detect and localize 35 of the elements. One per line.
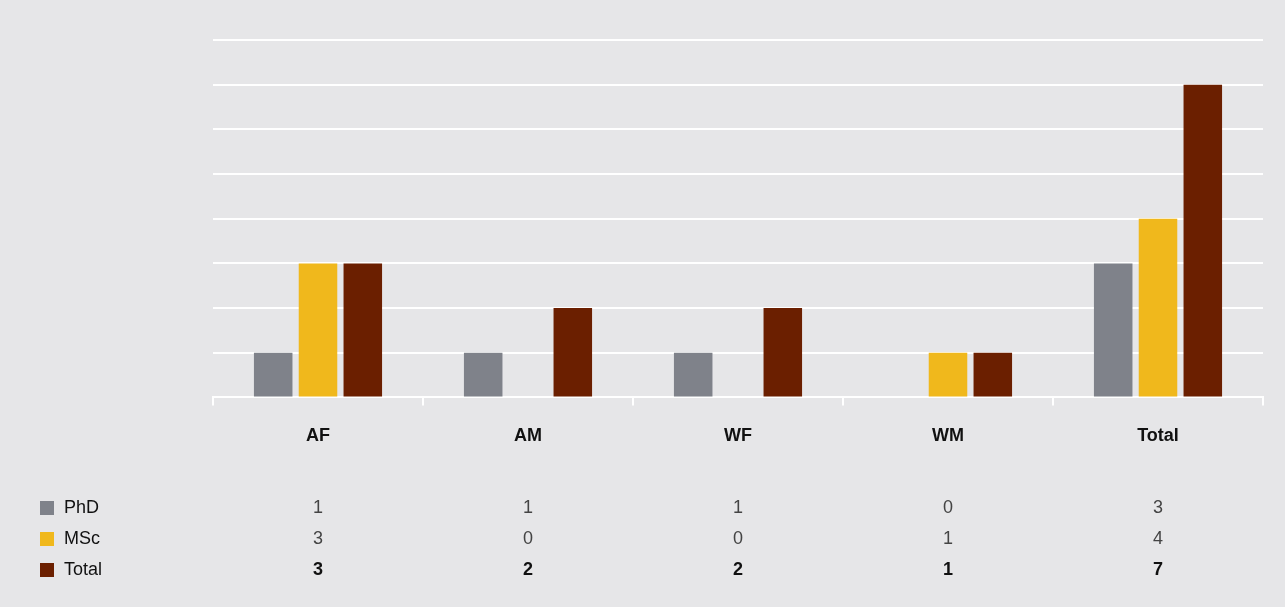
data-label: 0 — [522, 527, 534, 548]
bar — [763, 308, 803, 397]
data-label: 7 — [1152, 558, 1164, 579]
bar — [673, 352, 713, 397]
data-label: 0 — [732, 527, 744, 548]
bar — [928, 352, 968, 397]
data-label: 1 — [942, 558, 954, 579]
data-label: 3 — [312, 558, 324, 579]
data-label: 3 — [312, 527, 324, 548]
data-label: 2 — [732, 558, 744, 579]
bar — [253, 352, 293, 397]
data-label: 1 — [732, 496, 744, 517]
x-tick-label: AM — [514, 425, 542, 446]
data-label: 1 — [522, 496, 534, 517]
legend-label: PhD — [64, 496, 100, 517]
bar — [298, 263, 338, 397]
data-label: 1 — [312, 496, 324, 517]
bar — [463, 352, 503, 397]
legend-label: Total — [64, 558, 103, 579]
data-label: 4 — [1152, 527, 1164, 548]
bar — [973, 352, 1013, 397]
data-label: 3 — [1152, 496, 1164, 517]
x-tick-label: AF — [306, 425, 330, 446]
bar — [1138, 218, 1178, 397]
data-label: 0 — [942, 496, 954, 517]
data-label: 2 — [522, 558, 534, 579]
bar — [1093, 263, 1133, 397]
x-tick-label: WM — [932, 425, 964, 446]
x-tick-label: WF — [724, 425, 752, 446]
legend-label: MSc — [64, 527, 100, 548]
bar — [553, 308, 593, 397]
data-label: 1 — [942, 527, 954, 548]
x-tick-label: Total — [1137, 425, 1179, 446]
bar — [343, 263, 383, 397]
bar — [1183, 84, 1223, 397]
